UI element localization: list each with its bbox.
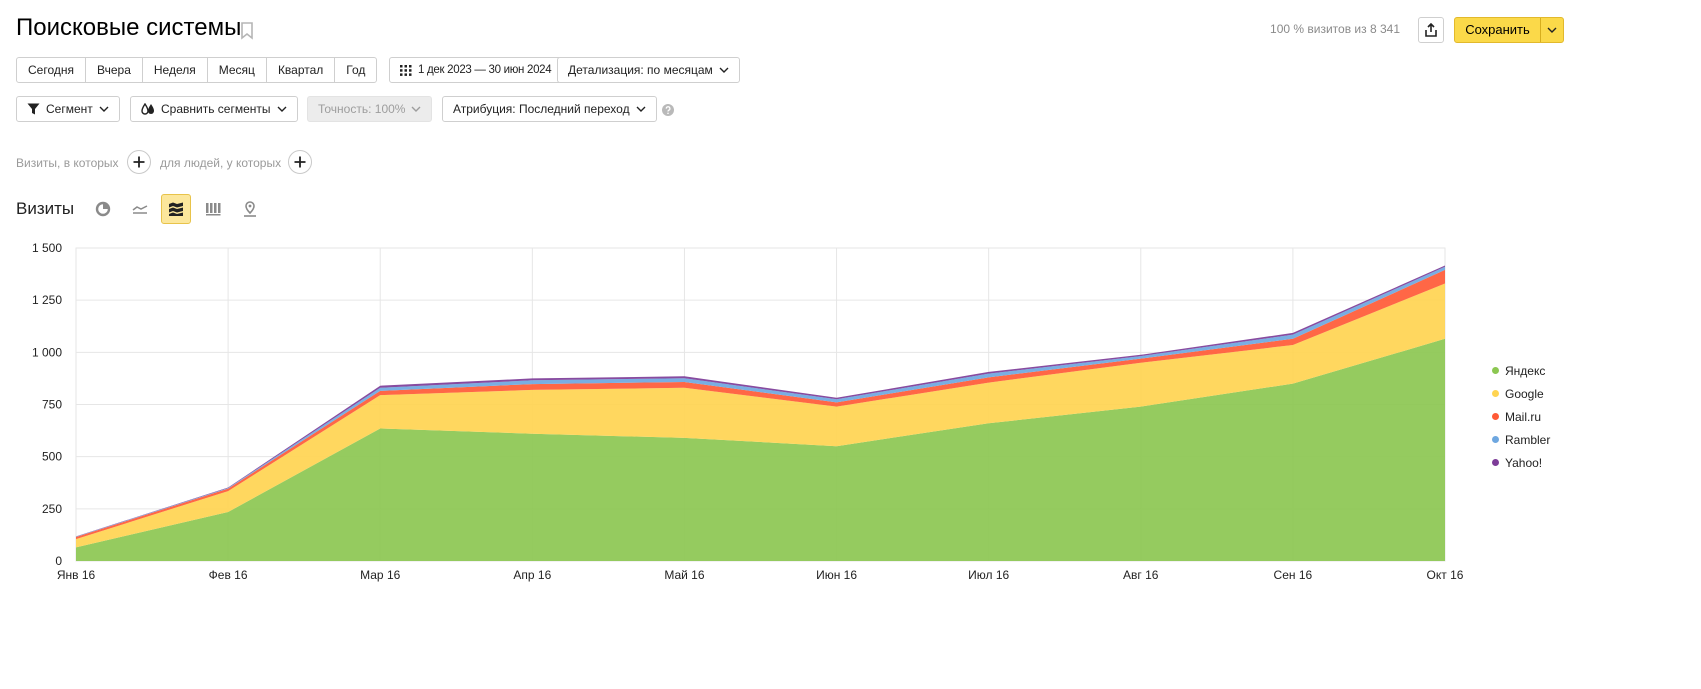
share-button[interactable] — [1418, 17, 1444, 43]
chart-areas — [76, 265, 1445, 561]
area-series-google[interactable] — [76, 283, 1445, 548]
legend-item[interactable]: Mail.ru — [1492, 405, 1550, 428]
x-tick-label: Июл 16 — [968, 568, 1009, 582]
filter-icon — [27, 103, 40, 115]
y-axis: 0 250 500 750 1 000 1 250 1 500 — [32, 241, 62, 568]
x-tick-label: Сен 16 — [1274, 568, 1313, 582]
chevron-down-icon — [636, 106, 646, 112]
legend-label: Mail.ru — [1505, 409, 1542, 424]
accuracy-label: Точность: 100% — [318, 102, 406, 116]
stacked-area-type-button[interactable] — [161, 194, 191, 224]
x-tick-label: Мар 16 — [360, 568, 400, 582]
legend-dot — [1492, 459, 1499, 466]
legend-item[interactable]: Rambler — [1492, 428, 1550, 451]
legend-dot — [1492, 436, 1499, 443]
legend-label: Yahoo! — [1505, 455, 1543, 470]
x-tick-label: Фев 16 — [209, 568, 248, 582]
bookmark-icon[interactable] — [240, 22, 254, 40]
visits-condition-label: Визиты, в которых — [16, 156, 119, 170]
map-type-button[interactable] — [235, 194, 265, 224]
chevron-down-icon — [719, 67, 729, 73]
y-tick-label: 1 500 — [32, 241, 62, 255]
line-chart-type-button[interactable] — [125, 194, 155, 224]
tab-week[interactable]: Неделя — [141, 58, 207, 82]
line-chart-icon — [132, 205, 148, 214]
y-tick-label: 500 — [42, 450, 62, 464]
compare-segments-dropdown[interactable]: Сравнить сегменты — [130, 96, 298, 122]
column-chart-type-button[interactable] — [198, 194, 228, 224]
stacked-area-icon — [169, 202, 183, 216]
period-tabs: Сегодня Вчера Неделя Месяц Квартал Год — [16, 57, 378, 83]
x-tick-label: Янв 16 — [57, 568, 96, 582]
tab-year[interactable]: Год — [334, 58, 376, 82]
detail-dropdown[interactable]: Детализация: по месяцам — [557, 57, 740, 83]
tab-month[interactable]: Месяц — [206, 58, 266, 82]
y-tick-label: 1 000 — [32, 345, 62, 359]
add-visits-condition-button[interactable] — [127, 150, 151, 174]
chevron-down-icon — [411, 106, 421, 112]
legend-item[interactable]: Google — [1492, 382, 1550, 405]
tab-yesterday[interactable]: Вчера — [85, 58, 142, 82]
accuracy-dropdown: Точность: 100% — [307, 96, 433, 122]
y-tick-label: 0 — [55, 554, 62, 568]
chevron-down-icon — [99, 106, 109, 112]
chart-section-title: Визиты — [16, 199, 75, 218]
save-button[interactable]: Сохранить — [1454, 17, 1564, 43]
x-tick-label: Июн 16 — [816, 568, 857, 582]
legend-dot — [1492, 367, 1499, 374]
legend-dot — [1492, 413, 1499, 420]
attribution-label: Атрибуция: Последний переход — [453, 102, 630, 116]
y-tick-label: 1 250 — [32, 293, 62, 307]
save-button-label: Сохранить — [1465, 22, 1530, 37]
add-people-condition-button[interactable] — [288, 150, 312, 174]
column-chart-icon — [206, 203, 221, 216]
date-range-label: 1 дек 2023 — 30 июн 2024 — [418, 64, 552, 76]
share-icon — [1425, 23, 1437, 37]
legend-label: Rambler — [1505, 432, 1551, 447]
x-tick-label: Окт 16 — [1427, 568, 1464, 582]
compare-segments-icon — [141, 103, 154, 115]
page-title: Поисковые системы — [16, 14, 242, 41]
y-tick-label: 250 — [42, 502, 62, 516]
help-icon[interactable] — [662, 104, 674, 116]
legend-label: Google — [1505, 386, 1544, 401]
tab-today[interactable]: Сегодня — [28, 63, 74, 77]
x-axis: Янв 16 Фев 16 Мар 16 Апр 16 Май 16 Июн 16 Июл … — [57, 568, 1464, 582]
legend-item[interactable]: Yahoo! — [1492, 451, 1550, 474]
area-series-яндекс[interactable] — [76, 338, 1445, 561]
pie-chart-icon — [95, 201, 111, 217]
map-icon — [244, 201, 256, 217]
chart-legend: Яндекс Google Mail.ru Rambler Yahoo! — [1492, 359, 1550, 474]
stacked-area-chart: 0 250 500 750 1 000 1 250 1 500 Янв 16 Фев 16 Ма… — [32, 241, 1464, 582]
plus-icon — [294, 156, 306, 168]
segment-dropdown[interactable]: Сегмент — [16, 96, 120, 122]
attribution-dropdown[interactable]: Атрибуция: Последний переход — [442, 96, 657, 122]
tab-quarter[interactable]: Квартал — [265, 58, 334, 82]
compare-label: Сравнить сегменты — [161, 102, 271, 116]
people-condition-label: для людей, у которых — [160, 156, 282, 170]
calendar-icon — [400, 64, 412, 76]
legend-item[interactable]: Яндекс — [1492, 359, 1550, 382]
legend-label: Яндекс — [1505, 363, 1546, 378]
legend-dot — [1492, 390, 1499, 397]
chevron-down-icon — [277, 106, 287, 112]
plus-icon — [133, 156, 145, 168]
y-tick-label: 750 — [42, 398, 62, 412]
pie-chart-type-button[interactable] — [88, 194, 118, 224]
chevron-down-icon — [1547, 27, 1557, 33]
x-tick-label: Май 16 — [664, 568, 705, 582]
detail-label: Детализация: по месяцам — [568, 63, 713, 77]
x-tick-label: Авг 16 — [1123, 568, 1159, 582]
date-range-button[interactable]: 1 дек 2023 — 30 июн 2024 — [389, 57, 563, 83]
visits-summary: 100 % визитов из 8 341 — [1270, 22, 1400, 36]
save-dropdown-arrow[interactable] — [1540, 18, 1563, 42]
segment-label: Сегмент — [46, 102, 93, 116]
x-tick-label: Апр 16 — [513, 568, 551, 582]
